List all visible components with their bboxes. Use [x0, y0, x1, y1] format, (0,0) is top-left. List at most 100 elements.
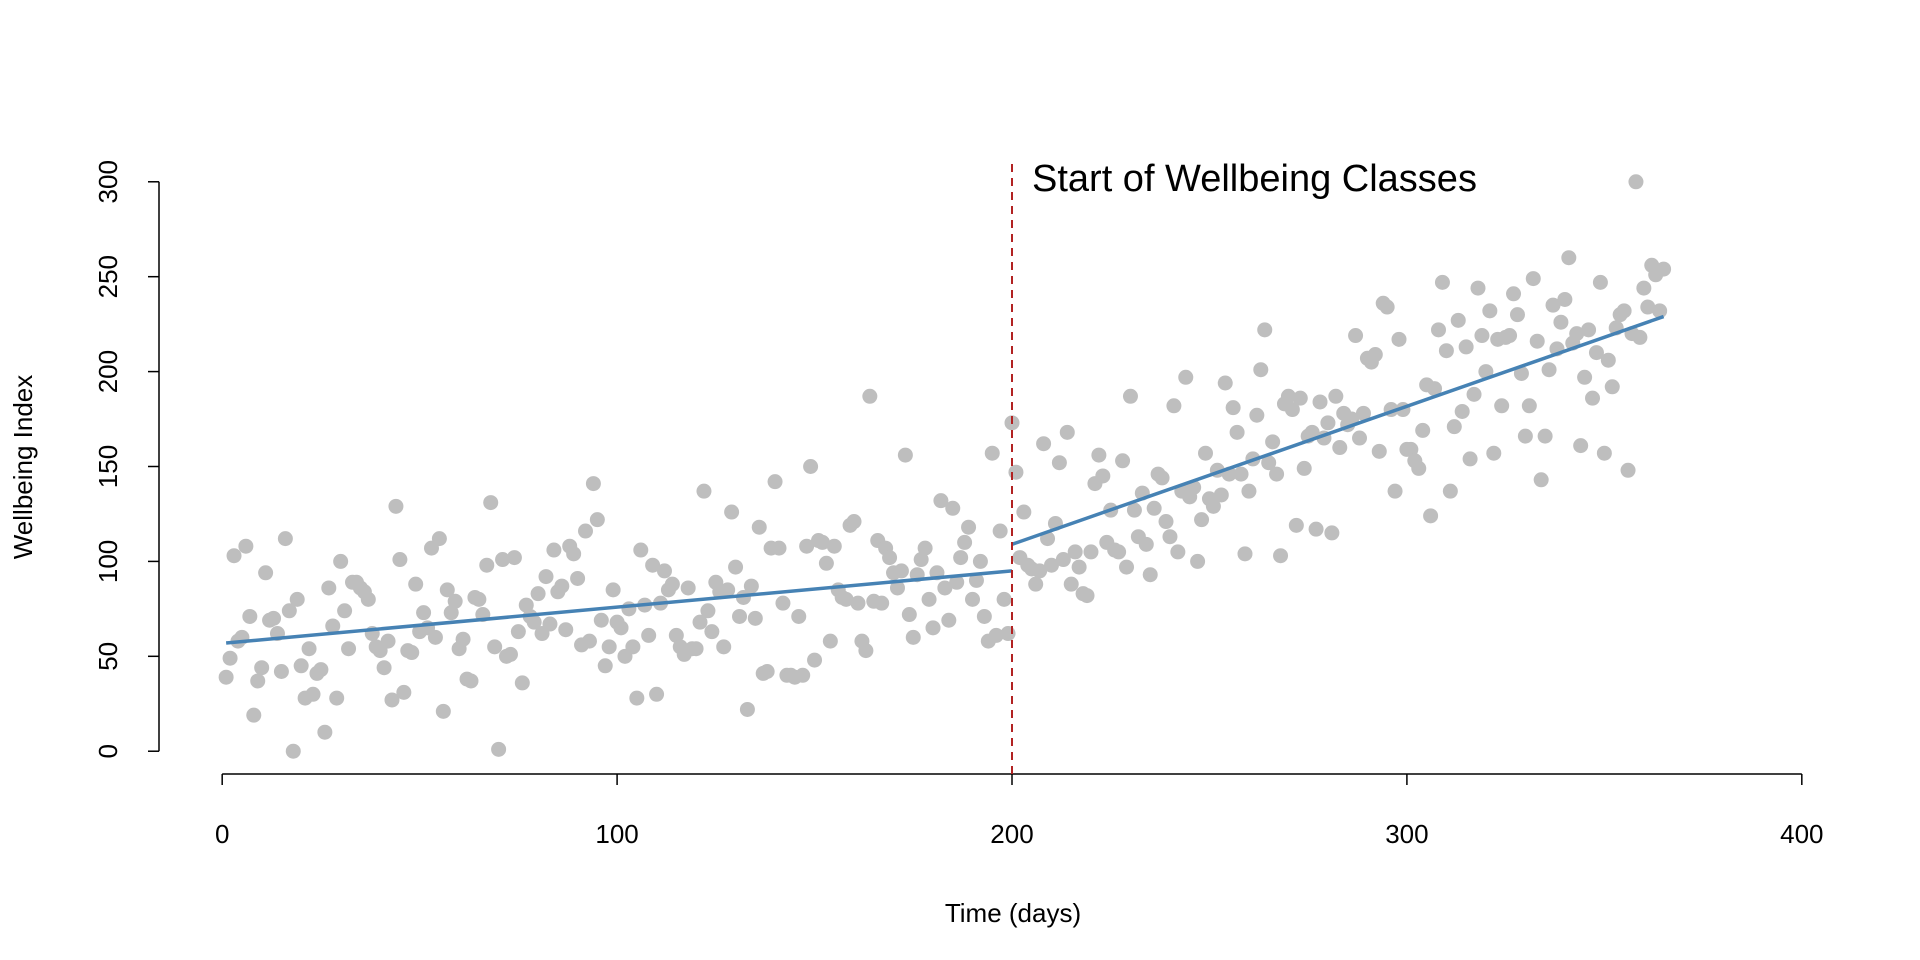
data-point — [1217, 375, 1233, 391]
data-point — [1458, 339, 1474, 355]
data-point — [258, 565, 274, 581]
data-point — [933, 493, 949, 509]
data-point — [1241, 483, 1257, 499]
data-point — [846, 514, 862, 530]
data-point — [747, 610, 763, 626]
data-point — [455, 631, 471, 647]
data-point — [1620, 462, 1636, 478]
data-point — [858, 643, 874, 659]
data-point — [1486, 445, 1502, 461]
data-point — [546, 542, 562, 558]
data-point — [803, 459, 819, 474]
fit-line — [225, 569, 1013, 645]
data-point — [664, 576, 680, 592]
data-point — [1158, 514, 1174, 530]
data-point — [242, 608, 258, 624]
data-point — [1525, 271, 1541, 287]
data-point — [305, 686, 321, 702]
data-point — [341, 641, 357, 657]
data-point — [333, 553, 349, 569]
data-point — [688, 641, 704, 657]
data-point — [1067, 544, 1083, 560]
data-point — [1043, 557, 1059, 573]
data-point — [1328, 388, 1344, 404]
data-point — [1632, 329, 1648, 345]
data-point — [656, 563, 672, 579]
data-point — [953, 550, 969, 566]
data-point — [1533, 472, 1549, 488]
data-point — [984, 445, 1000, 461]
data-point — [996, 591, 1012, 607]
data-point — [585, 476, 601, 492]
data-point — [538, 569, 554, 585]
data-point — [439, 582, 455, 598]
data-point — [1450, 312, 1466, 328]
data-point — [1502, 328, 1518, 344]
y-tick-label: 50 — [93, 642, 123, 671]
data-point — [605, 582, 621, 598]
data-point — [285, 743, 301, 759]
x-tick-label: 200 — [990, 819, 1033, 849]
data-point — [1198, 445, 1214, 461]
data-point — [431, 531, 447, 547]
data-point — [972, 553, 988, 569]
x-tick-label: 0 — [215, 819, 229, 849]
data-point — [1652, 303, 1668, 319]
data-point — [889, 580, 905, 596]
data-point — [988, 627, 1004, 643]
data-point — [968, 572, 984, 588]
data-point — [1604, 379, 1620, 395]
data-point — [1233, 466, 1249, 482]
data-point — [289, 591, 305, 607]
data-point — [905, 629, 921, 645]
data-point — [601, 639, 617, 655]
data-point — [293, 658, 309, 674]
data-point — [613, 620, 629, 636]
data-point — [483, 495, 499, 511]
data-point — [1059, 424, 1075, 440]
data-point — [1284, 402, 1300, 418]
data-point — [700, 603, 716, 619]
data-point — [313, 662, 329, 678]
data-point — [1529, 333, 1545, 349]
data-point — [1592, 274, 1608, 290]
data-point — [1600, 352, 1616, 368]
y-tick-label: 250 — [93, 255, 123, 298]
data-point — [218, 669, 234, 685]
data-point — [976, 608, 992, 624]
data-point — [1225, 400, 1241, 416]
data-point — [826, 538, 842, 554]
data-point — [1051, 455, 1067, 471]
data-point — [325, 618, 341, 634]
data-point — [238, 538, 254, 554]
data-point — [901, 607, 917, 623]
data-point — [1478, 364, 1494, 380]
x-tick-label: 100 — [595, 819, 638, 849]
data-point — [1541, 362, 1557, 378]
data-point — [1596, 445, 1612, 461]
data-point — [1506, 286, 1522, 302]
data-point — [1312, 394, 1328, 410]
data-point — [795, 667, 811, 683]
data-point — [281, 603, 297, 619]
data-point — [1126, 502, 1142, 518]
data-point — [1415, 422, 1431, 438]
data-point — [578, 523, 593, 539]
data-point — [1569, 326, 1585, 342]
data-point — [396, 684, 412, 700]
data-point — [771, 540, 787, 556]
data-point — [1616, 303, 1632, 319]
data-point — [739, 701, 755, 717]
data-point — [581, 633, 597, 649]
data-point — [897, 447, 913, 463]
data-point — [404, 645, 420, 661]
data-point — [1636, 280, 1652, 296]
data-point — [680, 580, 696, 596]
data-point — [1466, 386, 1482, 402]
data-point — [1585, 390, 1601, 406]
data-point — [759, 664, 775, 679]
data-point — [1178, 369, 1194, 385]
data-point — [720, 582, 736, 598]
data-point — [495, 552, 511, 568]
data-point — [1115, 453, 1131, 469]
